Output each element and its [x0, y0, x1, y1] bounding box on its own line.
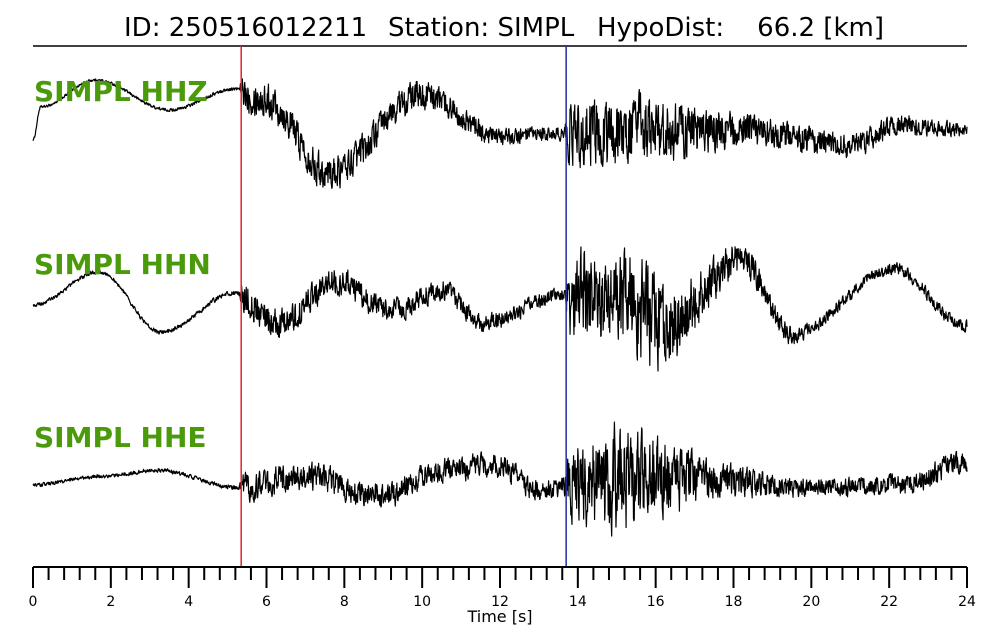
x-tick-label: 16: [647, 594, 665, 610]
x-tick-label: 18: [725, 594, 743, 610]
x-axis: 0 2 4 6 8 10 12 14 16 18 20 22 24: [29, 566, 976, 610]
title-hypodist: HypoDist: 66.2 [km]: [597, 13, 884, 43]
x-tick-label: 0: [29, 594, 38, 610]
title-station: Station: SIMPL: [388, 13, 575, 43]
x-tick-label: 12: [491, 594, 509, 610]
channel-label-hhn: SIMPL HHN: [34, 248, 211, 281]
trace-simpl-hhe: [32, 421, 968, 537]
channel-label-hhz: SIMPL HHZ: [34, 75, 208, 108]
trace-simpl-hhz: [32, 78, 968, 189]
x-tick-label: 10: [413, 594, 431, 610]
x-tick-label: 22: [880, 594, 898, 610]
x-tick-label: 4: [184, 594, 193, 610]
x-tick-label: 14: [569, 594, 587, 610]
traces-group: [32, 78, 968, 537]
x-tick-label: 24: [958, 594, 976, 610]
x-axis-label: Time [s]: [466, 607, 532, 626]
x-tick-label: 20: [802, 594, 820, 610]
title-id: ID: 250516012211: [124, 13, 367, 43]
picks-group: [240, 46, 567, 567]
x-tick-label: 2: [106, 594, 115, 610]
channel-label-hhe: SIMPL HHE: [34, 421, 207, 454]
x-tick-label: 6: [262, 594, 271, 610]
x-tick-label: 8: [340, 594, 349, 610]
trace-simpl-hhn: [32, 246, 968, 372]
